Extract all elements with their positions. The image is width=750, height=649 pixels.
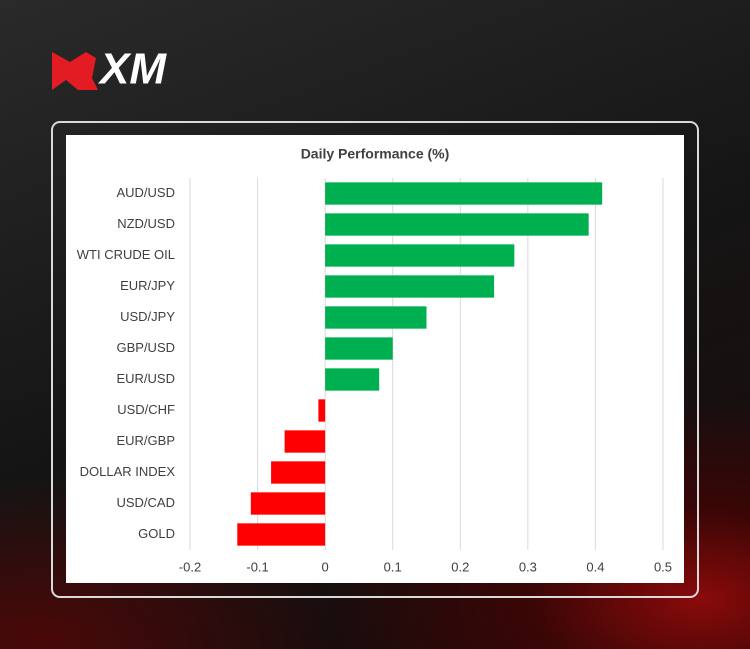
bar bbox=[318, 399, 326, 422]
x-tick-label: 0.5 bbox=[654, 559, 672, 574]
y-tick-label: EUR/GBP bbox=[116, 433, 175, 448]
y-tick-label: USD/CHF bbox=[117, 402, 175, 417]
bar bbox=[325, 337, 393, 360]
y-tick-label: USD/CAD bbox=[116, 495, 175, 510]
chart-title: Daily Performance (%) bbox=[301, 146, 450, 162]
bar bbox=[284, 430, 326, 453]
x-tick-label: 0 bbox=[322, 559, 329, 574]
x-tick-label: 0.4 bbox=[586, 559, 604, 574]
x-tick-label: 0.1 bbox=[384, 559, 402, 574]
logo: XM bbox=[97, 45, 167, 94]
logo-icon bbox=[52, 52, 98, 90]
bar bbox=[237, 523, 326, 546]
bar bbox=[325, 244, 515, 267]
bar bbox=[325, 182, 603, 205]
y-tick-label: DOLLAR INDEX bbox=[80, 464, 176, 479]
bar bbox=[325, 275, 495, 298]
bar bbox=[325, 306, 427, 329]
y-tick-label: EUR/USD bbox=[116, 371, 175, 386]
bar bbox=[325, 213, 589, 236]
x-tick-label: 0.2 bbox=[451, 559, 469, 574]
y-tick-label: NZD/USD bbox=[117, 216, 175, 231]
x-tick-label: -0.2 bbox=[179, 559, 201, 574]
y-tick-label: AUD/USD bbox=[116, 185, 175, 200]
y-tick-label: GOLD bbox=[138, 526, 175, 541]
bar bbox=[250, 492, 326, 515]
panel-border bbox=[51, 121, 699, 598]
bar bbox=[271, 461, 326, 484]
x-tick-label: -0.1 bbox=[246, 559, 268, 574]
bar bbox=[325, 368, 380, 391]
y-tick-label: USD/JPY bbox=[120, 309, 175, 324]
y-tick-label: WTI CRUDE OIL bbox=[77, 247, 175, 262]
y-tick-label: GBP/USD bbox=[116, 340, 175, 355]
x-tick-label: 0.3 bbox=[519, 559, 537, 574]
y-tick-label: EUR/JPY bbox=[120, 278, 175, 293]
